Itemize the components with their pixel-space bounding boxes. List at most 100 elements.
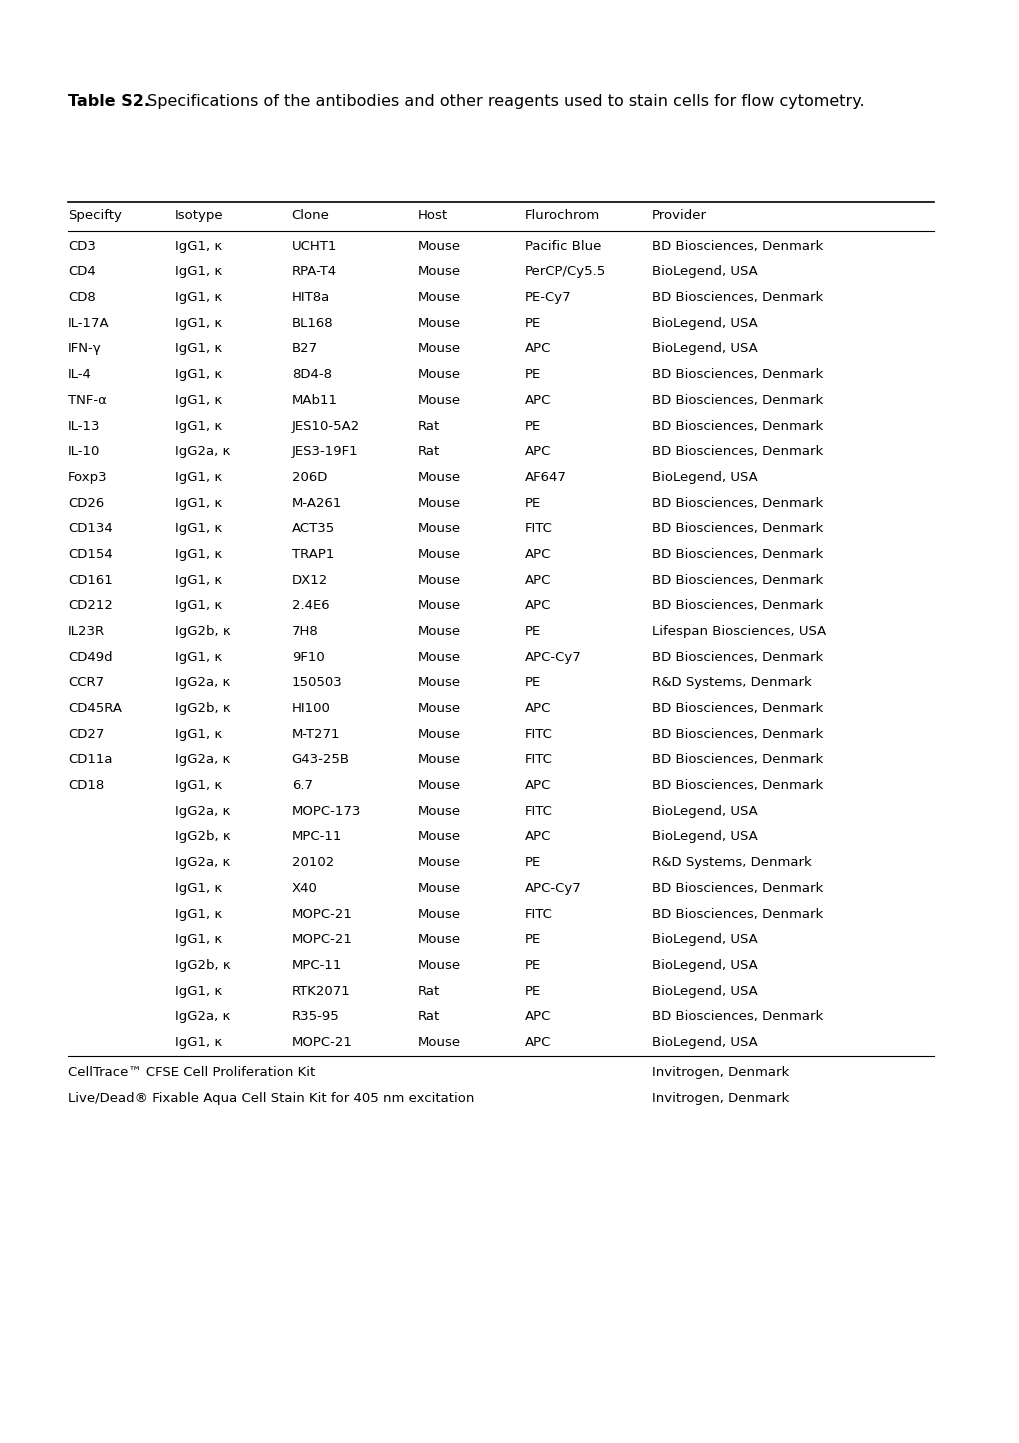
Text: BioLegend, USA: BioLegend, USA [651, 805, 756, 818]
Text: IgG1, κ: IgG1, κ [175, 394, 222, 407]
Text: CD3: CD3 [68, 240, 96, 253]
Text: X40: X40 [291, 882, 317, 895]
Text: CD161: CD161 [68, 574, 113, 587]
Text: BioLegend, USA: BioLegend, USA [651, 960, 756, 973]
Text: IgG1, κ: IgG1, κ [175, 1036, 222, 1049]
Text: APC: APC [525, 779, 551, 792]
Text: CD18: CD18 [68, 779, 104, 792]
Text: IgG2a, κ: IgG2a, κ [175, 856, 230, 869]
Text: PE: PE [525, 934, 541, 947]
Text: BD Biosciences, Denmark: BD Biosciences, Denmark [651, 1010, 822, 1023]
Text: APC: APC [525, 703, 551, 716]
Text: PE-Cy7: PE-Cy7 [525, 291, 572, 304]
Text: Mouse: Mouse [418, 753, 461, 766]
Text: IgG1, κ: IgG1, κ [175, 548, 222, 561]
Text: BD Biosciences, Denmark: BD Biosciences, Denmark [651, 368, 822, 381]
Text: 6.7: 6.7 [291, 779, 313, 792]
Text: Mouse: Mouse [418, 342, 461, 355]
Text: PE: PE [525, 420, 541, 433]
Text: CD49d: CD49d [68, 651, 112, 664]
Text: M-A261: M-A261 [291, 496, 341, 509]
Text: IgG1, κ: IgG1, κ [175, 599, 222, 612]
Text: Mouse: Mouse [418, 934, 461, 947]
Text: IgG1, κ: IgG1, κ [175, 420, 222, 433]
Text: BD Biosciences, Denmark: BD Biosciences, Denmark [651, 496, 822, 509]
Text: IgG1, κ: IgG1, κ [175, 342, 222, 355]
Text: IgG2b, κ: IgG2b, κ [175, 703, 230, 716]
Text: Mouse: Mouse [418, 291, 461, 304]
Text: RTK2071: RTK2071 [291, 984, 351, 997]
Text: BD Biosciences, Denmark: BD Biosciences, Denmark [651, 779, 822, 792]
Text: TNF-α: TNF-α [68, 394, 107, 407]
Text: IFN-γ: IFN-γ [68, 342, 102, 355]
Text: PE: PE [525, 960, 541, 973]
Text: IgG1, κ: IgG1, κ [175, 240, 222, 253]
Text: APC: APC [525, 1036, 551, 1049]
Text: Mouse: Mouse [418, 908, 461, 921]
Text: UCHT1: UCHT1 [291, 240, 337, 253]
Text: Flurochrom: Flurochrom [525, 209, 600, 222]
Text: BD Biosciences, Denmark: BD Biosciences, Denmark [651, 727, 822, 740]
Text: Isotype: Isotype [175, 209, 223, 222]
Text: PerCP/Cy5.5: PerCP/Cy5.5 [525, 266, 605, 278]
Text: Live/Dead® Fixable Aqua Cell Stain Kit for 405 nm excitation: Live/Dead® Fixable Aqua Cell Stain Kit f… [68, 1092, 474, 1105]
Text: BD Biosciences, Denmark: BD Biosciences, Denmark [651, 291, 822, 304]
Text: Mouse: Mouse [418, 1036, 461, 1049]
Text: IL-17A: IL-17A [68, 317, 110, 330]
Text: CD212: CD212 [68, 599, 113, 612]
Text: R35-95: R35-95 [291, 1010, 339, 1023]
Text: HI100: HI100 [291, 703, 330, 716]
Text: R&D Systems, Denmark: R&D Systems, Denmark [651, 677, 810, 690]
Text: IL-13: IL-13 [68, 420, 101, 433]
Text: Mouse: Mouse [418, 599, 461, 612]
Text: IgG1, κ: IgG1, κ [175, 317, 222, 330]
Text: MOPC-21: MOPC-21 [291, 934, 353, 947]
Text: APC: APC [525, 394, 551, 407]
Text: BD Biosciences, Denmark: BD Biosciences, Denmark [651, 703, 822, 716]
Text: 7H8: 7H8 [291, 625, 318, 638]
Text: MPC-11: MPC-11 [291, 960, 341, 973]
Text: B27: B27 [291, 342, 318, 355]
Text: Lifespan Biosciences, USA: Lifespan Biosciences, USA [651, 625, 825, 638]
Text: Table S2.: Table S2. [68, 94, 150, 108]
Text: IgG2b, κ: IgG2b, κ [175, 625, 230, 638]
Text: 206D: 206D [291, 470, 327, 483]
Text: CCR7: CCR7 [68, 677, 104, 690]
Text: Rat: Rat [418, 446, 440, 459]
Text: IgG2b, κ: IgG2b, κ [175, 831, 230, 844]
Text: IgG1, κ: IgG1, κ [175, 651, 222, 664]
Text: BD Biosciences, Denmark: BD Biosciences, Denmark [651, 522, 822, 535]
Text: HIT8a: HIT8a [291, 291, 330, 304]
Text: 8D4-8: 8D4-8 [291, 368, 331, 381]
Text: PE: PE [525, 625, 541, 638]
Text: MOPC-21: MOPC-21 [291, 1036, 353, 1049]
Text: BD Biosciences, Denmark: BD Biosciences, Denmark [651, 394, 822, 407]
Text: Mouse: Mouse [418, 831, 461, 844]
Text: BioLegend, USA: BioLegend, USA [651, 984, 756, 997]
Text: BioLegend, USA: BioLegend, USA [651, 317, 756, 330]
Text: BD Biosciences, Denmark: BD Biosciences, Denmark [651, 240, 822, 253]
Text: PE: PE [525, 677, 541, 690]
Text: IgG1, κ: IgG1, κ [175, 496, 222, 509]
Text: Mouse: Mouse [418, 882, 461, 895]
Text: Rat: Rat [418, 420, 440, 433]
Text: ACT35: ACT35 [291, 522, 334, 535]
Text: BL168: BL168 [291, 317, 333, 330]
Text: Mouse: Mouse [418, 470, 461, 483]
Text: Mouse: Mouse [418, 574, 461, 587]
Text: 9F10: 9F10 [291, 651, 324, 664]
Text: BD Biosciences, Denmark: BD Biosciences, Denmark [651, 908, 822, 921]
Text: BioLegend, USA: BioLegend, USA [651, 470, 756, 483]
Text: FITC: FITC [525, 908, 552, 921]
Text: TRAP1: TRAP1 [291, 548, 334, 561]
Text: MOPC-173: MOPC-173 [291, 805, 361, 818]
Text: PE: PE [525, 496, 541, 509]
Text: JES3-19F1: JES3-19F1 [291, 446, 358, 459]
Text: FITC: FITC [525, 727, 552, 740]
Text: BioLegend, USA: BioLegend, USA [651, 831, 756, 844]
Text: APC-Cy7: APC-Cy7 [525, 651, 581, 664]
Text: Mouse: Mouse [418, 394, 461, 407]
Text: CD26: CD26 [68, 496, 104, 509]
Text: IgG1, κ: IgG1, κ [175, 574, 222, 587]
Text: BD Biosciences, Denmark: BD Biosciences, Denmark [651, 882, 822, 895]
